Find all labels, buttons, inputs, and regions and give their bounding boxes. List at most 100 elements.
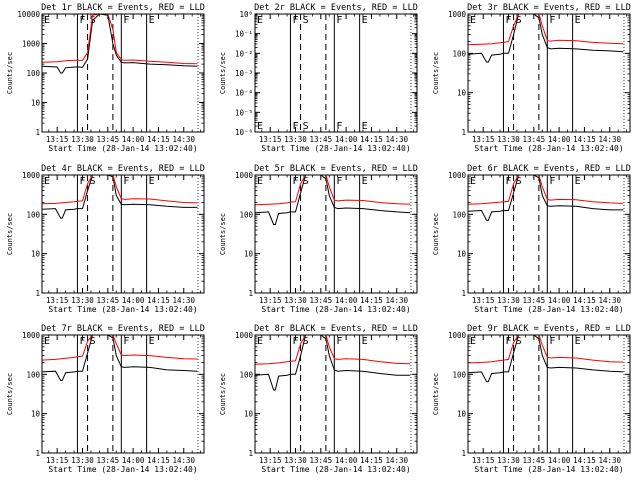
series-line-events [468,175,624,221]
region-marker-label: S [303,15,309,26]
x-tick-label: 13:45 [523,296,546,305]
chart-panel: Det 3r BLACK = Events, RED = LLD Counts/s… [432,3,631,153]
y-axis-label: Counts/sec [432,52,440,94]
x-tick-label: 13:30 [497,456,520,465]
x-tick-label: 14:15 [360,456,383,465]
y-tick-label: 10⁻⁶ [235,128,253,137]
region-marker-label: F [336,176,342,187]
x-tick-label: 13:15 [472,296,495,305]
x-tick-label: 13:45 [97,456,120,465]
y-tick-label: 10⁻³ [235,69,253,78]
y-tick-label: 10⁻² [235,49,253,58]
x-axis-label: Start Time (28-Jan-14 13:02:40) [261,305,410,314]
chart-title: Det 8r BLACK = Events, RED = LLD [254,324,418,334]
region-marker-label: S [303,336,309,347]
y-tick-label: 1 [461,128,466,137]
series-line-events [468,14,624,63]
x-tick-label: 14:30 [598,296,621,305]
plot-frame [254,174,418,294]
x-tick-label: 14:30 [598,456,621,465]
region-marker-label: F [123,176,129,187]
x-tick-label: 14:15 [573,135,596,144]
x-tick-label: 14:00 [122,456,145,465]
y-axis-label: Counts/sec [432,373,440,415]
y-tick-label: 1000 [235,171,254,180]
y-tick-label: 100 [452,370,466,379]
y-tick-label: 1000 [448,10,467,19]
y-tick-label: 10 [31,99,41,108]
y-tick-label: 10 [244,410,254,419]
region-marker-label: F [505,15,511,26]
x-tick-label: 14:00 [548,296,571,305]
region-marker-label: E [362,176,368,187]
y-tick-label: 1 [248,449,253,458]
chart-panel: Det 4r BLACK = Events, RED = LLD Counts/s… [6,164,205,314]
region-marker-label: F [292,15,298,26]
x-tick-label: 14:30 [385,296,408,305]
y-tick-label: 10⁻⁴ [235,89,253,98]
y-tick-label: 100 [26,370,40,379]
y-axis-label: Counts/sec [432,213,440,255]
region-marker-label: E [362,121,368,132]
chart-title: Det 4r BLACK = Events, RED = LLD [41,164,205,174]
x-axis-label: Start Time (28-Jan-14 13:02:40) [48,144,197,153]
region-marker-label: E [470,176,476,187]
region-marker-label: F [505,176,511,187]
region-marker-label: F [292,176,298,187]
region-marker-label: E [149,336,155,347]
series-line-lld [42,175,198,205]
plot-frame [467,174,631,294]
region-marker-label: F [79,15,85,26]
series-line-events [255,335,411,391]
series-line-lld [468,335,624,364]
x-tick-label: 14:30 [598,135,621,144]
y-tick-label: 10 [244,250,254,259]
y-tick-label: 1 [35,449,40,458]
region-marker-label: E [44,15,50,26]
x-tick-label: 13:15 [259,296,282,305]
x-tick-label: 13:30 [284,456,307,465]
region-marker-label: E [257,176,263,187]
region-marker-label: F [123,15,129,26]
x-tick-label: 13:45 [523,135,546,144]
region-marker-label: F [549,336,555,347]
y-tick-label: 1000 [22,40,41,49]
series-line-events [255,175,411,225]
region-marker-label: E [257,15,263,26]
region-marker-label: S [516,15,522,26]
y-tick-label: 1 [461,289,466,298]
plot-frame [254,334,418,454]
region-marker-label: S [516,336,522,347]
y-tick-label: 100 [452,210,466,219]
chart-title: Det 1r BLACK = Events, RED = LLD [41,3,205,13]
x-tick-label: 14:30 [172,456,195,465]
region-marker-label: E [149,176,155,187]
chart-title: Det 6r BLACK = Events, RED = LLD [467,164,631,174]
y-tick-label: 10 [31,410,41,419]
chart-panel: Det 6r BLACK = Events, RED = LLD Counts/s… [432,164,631,314]
x-tick-label: 13:30 [497,135,520,144]
region-marker-label: F [336,15,342,26]
region-marker-label: F [292,336,298,347]
x-tick-label: 13:45 [523,456,546,465]
x-tick-label: 14:15 [147,456,170,465]
series-line-events [42,335,198,381]
chart-panel: Det 2r BLACK = Events, RED = LLD Counts/s… [219,3,418,153]
region-marker-label: E [44,336,50,347]
x-axis-label: Start Time (28-Jan-14 13:02:40) [261,465,410,474]
x-axis-label: Start Time (28-Jan-14 13:02:40) [48,305,197,314]
x-tick-label: 14:00 [335,135,358,144]
region-marker-label: E [362,336,368,347]
plot-frame [41,174,205,294]
region-marker-label: F [505,336,511,347]
x-tick-label: 13:15 [46,135,69,144]
region-marker-label: F [336,121,342,132]
series-line-lld [255,175,411,206]
plot-frame [41,334,205,454]
x-tick-label: 13:15 [46,456,69,465]
series-line-lld [42,335,198,361]
region-marker-label: F [292,121,298,132]
y-tick-label: 10⁻⁵ [235,108,253,117]
x-tick-label: 13:45 [97,135,120,144]
